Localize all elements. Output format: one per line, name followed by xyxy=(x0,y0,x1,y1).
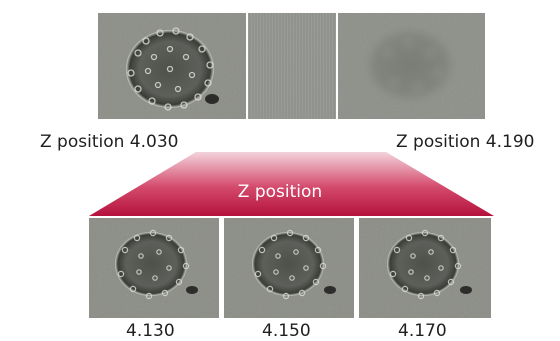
microscope-frame-b xyxy=(224,218,354,318)
frame-c-label: 4.170 xyxy=(398,321,447,341)
microscope-frame-start xyxy=(98,13,246,119)
microscope-frame-blur-stack xyxy=(248,13,336,119)
frame-b-label: 4.150 xyxy=(262,321,311,341)
z-end-label: Z position 4.190 xyxy=(396,132,535,152)
z-position-banner-label: Z position xyxy=(237,182,323,202)
microscope-frame-end xyxy=(338,13,485,119)
microscope-frame-c xyxy=(359,218,491,318)
microscope-frame-a xyxy=(89,218,219,318)
frame-a-label: 4.130 xyxy=(126,321,175,341)
z-start-label: Z position 4.030 xyxy=(40,132,179,152)
